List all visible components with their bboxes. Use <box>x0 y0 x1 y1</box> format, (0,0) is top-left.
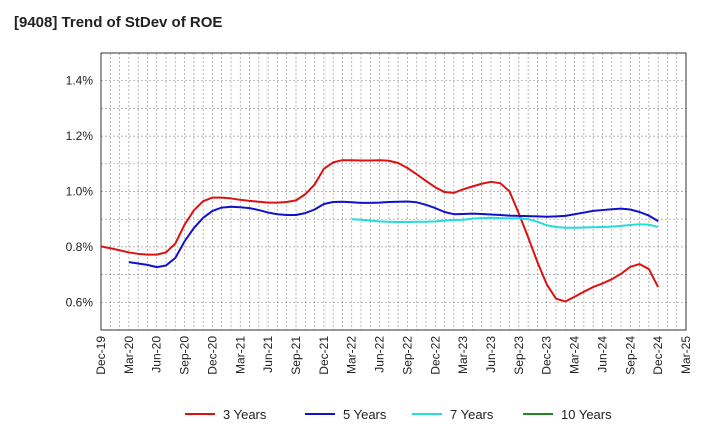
x-tick-label: Jun-22 <box>373 336 387 373</box>
y-tick-label: 0.8% <box>66 240 94 254</box>
legend-label: 5 Years <box>343 407 387 422</box>
series-line-3-years <box>100 159 660 303</box>
x-axis-ticks: Dec-19 Mar-20 Jun-20 Sep-20 Dec-20 Mar-21 Jun-… <box>94 336 693 375</box>
y-tick-label: 1.2% <box>66 129 94 143</box>
x-tick-label: Mar-25 <box>679 336 693 374</box>
x-tick-label: Dec-23 <box>540 336 554 375</box>
y-tick-label: 0.6% <box>66 295 94 309</box>
legend: 3 Years 5 Years 7 Years 10 Years <box>185 407 612 422</box>
x-tick-label: Jun-20 <box>150 336 164 373</box>
x-tick-label: Dec-20 <box>205 336 219 375</box>
x-tick-label: Mar-24 <box>568 336 582 374</box>
x-tick-label: Sep-24 <box>623 336 637 375</box>
x-tick-label: Dec-24 <box>651 336 665 375</box>
x-tick-label: Jun-24 <box>595 336 609 373</box>
chart-title: [9408] Trend of StDev of ROE <box>14 14 223 31</box>
x-tick-label: Mar-22 <box>345 336 359 374</box>
x-tick-label: Mar-23 <box>456 336 470 374</box>
series-line-7-years <box>351 216 659 229</box>
x-tick-label: Dec-19 <box>94 336 108 375</box>
x-tick-label: Dec-22 <box>428 336 442 375</box>
x-tick-label: Sep-22 <box>400 336 414 375</box>
y-axis-ticks: 0.6% 0.8% 1.0% 1.2% 1.4% <box>66 74 94 310</box>
x-tick-label: Mar-21 <box>233 336 247 374</box>
x-tick-label: Sep-21 <box>289 336 303 375</box>
x-tick-label: Dec-21 <box>317 336 331 375</box>
x-tick-label: Jun-23 <box>484 336 498 373</box>
x-tick-label: Jun-21 <box>261 336 275 373</box>
y-tick-label: 1.4% <box>66 74 94 88</box>
series-layer <box>100 159 660 303</box>
legend-label: 7 Years <box>450 407 494 422</box>
x-tick-label: Sep-23 <box>512 336 526 375</box>
plot-area-frame <box>100 52 687 331</box>
series-line-5-years <box>128 200 659 269</box>
legend-label: 10 Years <box>561 407 612 422</box>
x-tick-label: Sep-20 <box>178 336 192 375</box>
x-tick-label: Mar-20 <box>122 336 136 374</box>
legend-label: 3 Years <box>223 407 267 422</box>
y-tick-label: 1.0% <box>66 185 94 199</box>
grid <box>101 53 686 330</box>
